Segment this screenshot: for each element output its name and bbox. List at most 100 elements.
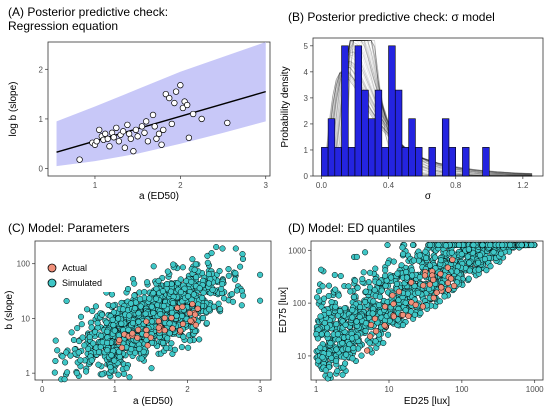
panel-b-ticks: 0.0 0.4 0.8 1.2 0 1 2 3 4 5 [304,42,529,190]
simulated-point [337,308,344,315]
x-tick-label: 0.8 [450,181,462,190]
posterior-density-curve [322,40,533,177]
simulated-point [74,325,81,332]
simulated-point [372,338,379,345]
simulated-point [188,278,195,285]
simulated-point [375,279,383,286]
panel-c-xlabel: a (ED50) [133,396,173,407]
posterior-density-curve [322,40,533,177]
simulated-point [362,327,369,334]
simulated-point [220,295,228,302]
simulated-point [518,241,525,249]
simulated-point [335,292,342,299]
simulated-point [123,365,130,372]
data-point [143,118,150,125]
simulated-point [322,367,329,374]
simulated-point [409,272,416,279]
simulated-point [334,331,341,338]
simulated-point [150,290,157,297]
x-tick-label: 0 [40,385,45,394]
simulated-point [131,292,138,299]
simulated-point [416,252,423,259]
simulated-point [321,319,328,327]
data-point [127,135,134,142]
posterior-density-curve [322,40,533,177]
simulated-point [490,249,497,256]
posterior-density-curve [322,40,533,177]
simulated-point [436,298,443,305]
simulated-point [431,254,438,261]
y-tick-label: 10 [297,352,306,361]
data-point [119,128,127,135]
data-point [113,124,120,132]
x-tick-label: 1.2 [517,181,529,190]
simulated-point [359,275,366,283]
y-tick-label: 2 [304,120,309,129]
posterior-density-curve [322,40,533,177]
simulated-point [205,280,212,287]
simulated-point [339,371,346,378]
simulated-point [92,303,99,310]
actual-point [168,314,175,321]
data-point [190,110,197,118]
data-point [177,82,184,89]
simulated-point [382,267,389,274]
posterior-density-curve [322,40,533,177]
simulated-point [216,267,223,275]
panel-d-xlabel: ED25 [lux] [404,396,450,407]
actual-point [194,305,201,312]
simulated-point [169,300,177,307]
simulated-point [408,267,415,274]
simulated-point [186,337,194,344]
simulated-point [384,260,391,267]
simulated-point [95,361,102,368]
simulated-point [142,310,149,317]
simulated-point [400,251,407,258]
data-point [138,123,146,130]
panel-a: (A) Posterior predictive check: Regressi… [8,5,271,202]
simulated-point [362,288,369,295]
simulated-point [333,346,340,353]
simulated-point [180,333,187,340]
simulated-point [126,374,133,381]
panel-c-title: (C) Model: Parameters [8,221,129,235]
simulated-point [426,262,433,269]
simulated-point [237,263,244,270]
actual-point [437,270,444,277]
data-point [144,138,152,145]
simulated-point [157,311,164,318]
simulated-point [110,302,117,309]
simulated-point [64,369,71,376]
simulated-point [315,288,323,295]
actual-point [364,347,371,354]
actual-point [135,326,142,333]
actual-point [129,330,136,337]
simulated-point [109,316,116,323]
simulated-point [233,287,240,294]
legend-actual-label: Actual [62,263,87,273]
simulated-point [382,282,389,289]
simulated-point [196,285,203,292]
simulated-point [148,303,155,310]
simulated-point [437,257,445,264]
simulated-point [341,305,348,312]
histogram-bar [347,147,356,177]
simulated-point [332,303,339,310]
simulated-point [136,345,143,352]
simulated-point [350,294,358,301]
histogram-bar [341,45,349,177]
actual-point [155,324,162,331]
data-point [168,120,175,128]
simulated-point [184,293,192,300]
simulated-point [487,241,494,249]
simulated-point [160,302,167,310]
actual-point [187,317,194,324]
simulated-point [408,308,415,315]
actual-point [155,318,162,325]
simulated-point [118,320,125,327]
data-point [93,138,100,145]
simulated-point [229,298,237,305]
data-point [96,126,103,133]
data-point [124,121,131,129]
histogram-bar [441,118,450,177]
